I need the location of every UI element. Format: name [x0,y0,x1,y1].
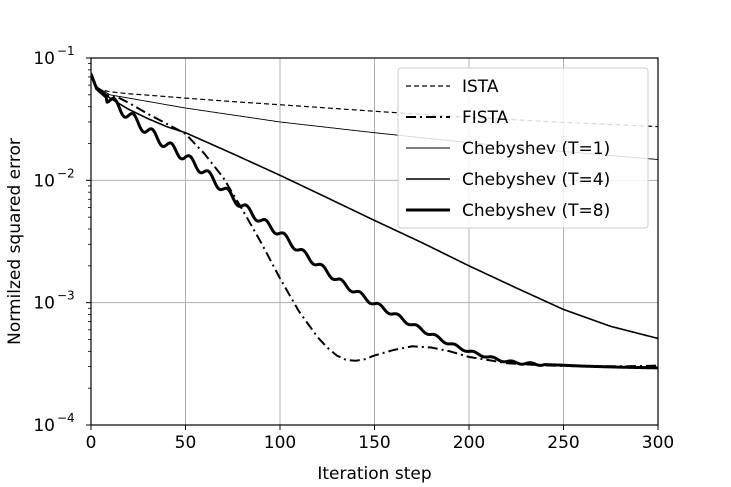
y-tick-label: 10 [33,171,55,191]
series-line-2 [91,72,658,368]
y-axis-label: Normilzed squared error [5,138,25,345]
legend-label: FISTA [462,108,509,128]
legend-label: ISTA [462,77,499,97]
y-tick-label: 10 [33,416,55,436]
y-tick-label: 10 [33,294,55,314]
y-tick-exponent: −2 [57,166,75,180]
x-tick-label: 100 [264,433,296,453]
y-tick-label: 10 [33,49,55,69]
y-tick-exponent: −3 [57,289,75,303]
legend-label: Chebyshev (T=1) [462,139,610,159]
y-axis-ticks: 10−110−210−310−4 [33,44,91,436]
x-axis-label: Iteration step [317,464,431,484]
x-axis-ticks: 0 50 100 150 200 250 300 [86,425,674,453]
x-tick-label: 150 [358,433,390,453]
x-tick-label: 50 [175,433,197,453]
x-tick-label: 250 [547,433,579,453]
y-tick-exponent: −1 [57,44,75,58]
x-tick-label: 200 [453,433,485,453]
x-tick-label: 0 [86,433,97,453]
series-line-5 [91,73,658,370]
legend-box [397,67,649,229]
y-tick-exponent: −4 [57,411,75,425]
legend-label: Chebyshev (T=4) [462,170,610,190]
series-line-4 [91,74,658,340]
x-tick-label: 300 [642,433,674,453]
legend-label: Chebyshev (T=8) [462,201,610,221]
legend: ISTA FISTA Chebyshev (T=1) Chebyshev (T=4) C… [397,67,649,229]
plot-area [91,72,658,370]
